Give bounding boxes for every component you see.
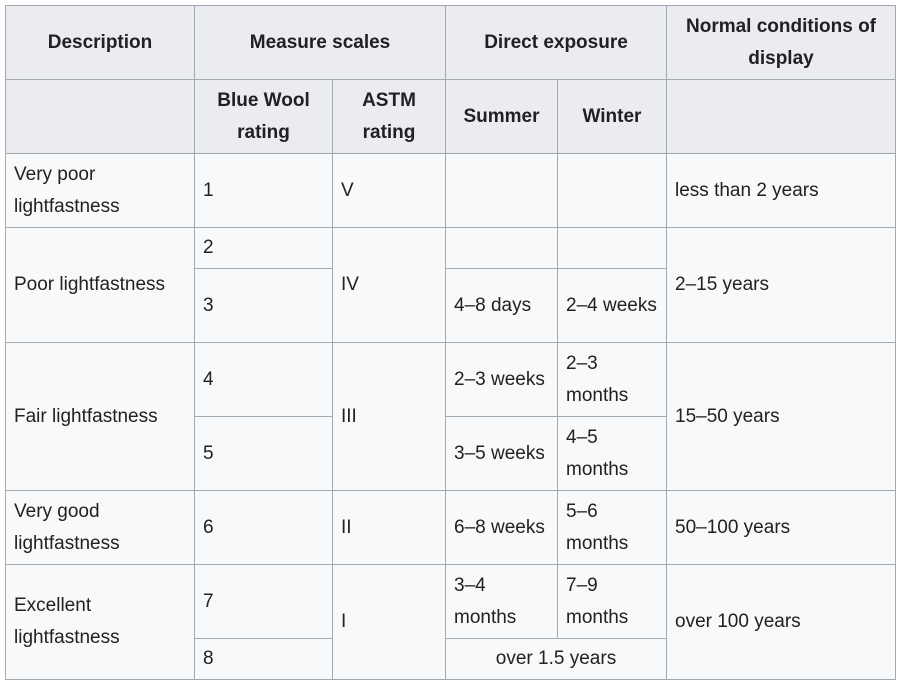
header-direct-exposure: Direct exposure	[445, 5, 667, 80]
cell-summer: 2–3 weeks	[445, 342, 558, 417]
lightfastness-table: Description Measure scales Direct exposu…	[5, 5, 896, 680]
cell-winter: 5–6 months	[557, 490, 667, 565]
header-winter: Winter	[557, 79, 667, 154]
table-row: 8 over 1.5 years	[6, 638, 896, 680]
cell-astm: V	[332, 153, 446, 228]
header-measure-scales: Measure scales	[194, 5, 446, 80]
cell-summer: 3–5 weeks	[445, 416, 558, 491]
cell-description: Poor lightfastness	[5, 227, 195, 343]
cell-summer	[445, 153, 558, 228]
cell-summer: 4–8 days	[445, 268, 558, 343]
cell-display: over 100 years	[666, 564, 896, 680]
cell-display: 50–100 years	[666, 490, 896, 565]
cell-blue-wool: 8	[194, 638, 333, 680]
header-description: Description	[5, 5, 195, 80]
cell-astm: I	[332, 564, 446, 680]
cell-display: 2–15 years	[666, 227, 896, 343]
cell-blue-wool: 4	[194, 342, 333, 417]
cell-blue-wool: 2	[194, 227, 333, 269]
cell-blue-wool: 1	[194, 153, 333, 228]
header-normal-conditions: Normal conditions of display	[666, 5, 896, 80]
cell-astm: II	[332, 490, 446, 565]
cell-display: less than 2 years	[666, 153, 896, 228]
cell-blue-wool: 5	[194, 416, 333, 491]
header-summer: Summer	[445, 79, 558, 154]
header-blue-wool: Blue Wool rating	[194, 79, 333, 154]
header-astm: ASTM rating	[332, 79, 446, 154]
table-row: 5 3–5 weeks 4–5 months	[6, 416, 896, 491]
cell-blue-wool: 3	[194, 268, 333, 343]
cell-exposure: over 1.5 years	[445, 638, 667, 680]
cell-description: Very good lightfastness	[5, 490, 195, 565]
cell-blue-wool: 6	[194, 490, 333, 565]
cell-astm: IV	[332, 227, 446, 343]
cell-blue-wool: 7	[194, 564, 333, 639]
cell-winter: 7–9 months	[557, 564, 667, 639]
cell-winter: 2–3 months	[557, 342, 667, 417]
table-row: Excellent lightfastness 7 I 3–4 months 7…	[5, 564, 896, 680]
table-row: 3 4–8 days 2–4 weeks	[6, 268, 896, 343]
cell-description: Very poor lightfastness	[5, 153, 195, 228]
table-row: Poor lightfastness 2 IV 2–15 years	[5, 227, 896, 343]
cell-winter	[557, 153, 667, 228]
header-empty-left	[5, 79, 195, 154]
cell-description: Fair lightfastness	[5, 342, 195, 491]
cell-summer	[445, 227, 558, 269]
cell-summer: 3–4 months	[445, 564, 558, 639]
cell-description: Excellent lightfastness	[5, 564, 195, 680]
header-empty-right	[666, 79, 896, 154]
table-row: Very good lightfastness 6 II 6–8 weeks 5…	[5, 490, 896, 565]
cell-winter	[557, 227, 667, 269]
table-row: Very poor lightfastness 1 V less than 2 …	[5, 153, 896, 228]
cell-winter: 2–4 weeks	[557, 268, 667, 343]
cell-astm: III	[332, 342, 446, 491]
cell-display: 15–50 years	[666, 342, 896, 491]
table-row: Fair lightfastness 4 III 2–3 weeks 2–3 m…	[5, 342, 896, 491]
cell-summer: 6–8 weeks	[445, 490, 558, 565]
cell-winter: 4–5 months	[557, 416, 667, 491]
